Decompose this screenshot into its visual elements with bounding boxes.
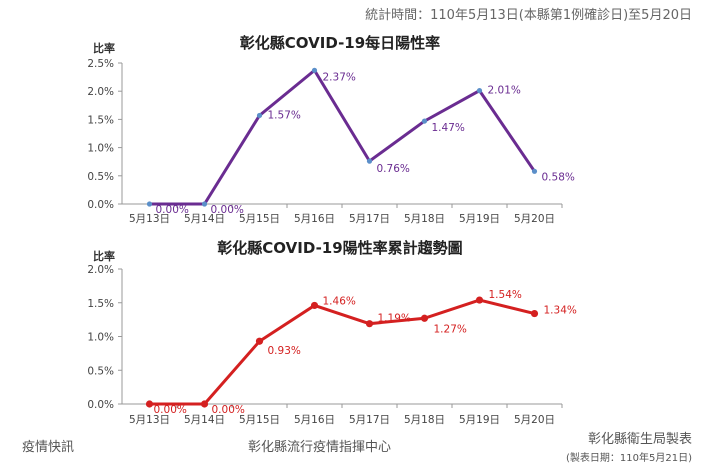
footer-producer-name: 彰化縣衛生局製表 — [587, 432, 692, 447]
y-tick-label: 0.0% — [87, 199, 114, 211]
data-point — [476, 88, 483, 94]
data-label: 0.58% — [542, 171, 575, 183]
data-label: 1.54% — [489, 289, 522, 301]
data-point — [420, 314, 429, 322]
x-tick-label: 5月17日 — [349, 414, 390, 426]
data-point — [311, 67, 318, 73]
stat-period-text: 統計時間：110年5月13日(本縣第1例確診日)至5月20日 — [365, 8, 692, 23]
data-label: 0.00% — [156, 204, 189, 216]
y-axis-label: 比率 — [93, 41, 115, 55]
x-tick-label: 5月15日 — [239, 213, 280, 225]
footer-command-center: 彰化縣流行疫情指揮中心 — [248, 440, 392, 455]
data-label: 1.57% — [268, 109, 301, 121]
x-tick-label: 5月18日 — [404, 213, 445, 225]
data-point — [531, 168, 538, 174]
data-label: 1.46% — [323, 295, 356, 307]
y-tick-label: 1.5% — [87, 114, 114, 126]
data-point — [256, 112, 263, 119]
x-tick-label: 5月20日 — [514, 414, 555, 426]
y-tick-label: 1.0% — [87, 332, 114, 344]
data-label: 2.01% — [488, 85, 521, 97]
x-tick-label: 5月17日 — [349, 213, 390, 225]
data-point — [201, 201, 208, 207]
data-point — [366, 158, 373, 164]
data-label: 0.00% — [154, 404, 187, 416]
footer-producer: 彰化縣衛生局製表 (製表日期：110年5月21日) — [566, 428, 692, 464]
chart-title: 彰化縣COVID-19陽性率累計趨勢圖 — [217, 239, 462, 257]
data-label: 1.27% — [434, 323, 467, 335]
y-tick-label: 1.5% — [87, 298, 114, 310]
y-tick-label: 0.0% — [87, 399, 114, 411]
data-point — [146, 201, 153, 207]
footer-production-date: (製表日期：110年5月21日) — [566, 453, 692, 464]
series-line — [149, 68, 536, 206]
data-point — [421, 118, 428, 124]
y-tick-label: 0.5% — [87, 365, 114, 377]
x-tick-label: 5月15日 — [239, 414, 280, 426]
data-point — [530, 309, 539, 318]
data-label: 0.93% — [268, 345, 301, 357]
x-tick-label: 5月16日 — [294, 213, 335, 225]
data-label: 0.76% — [377, 163, 410, 175]
y-tick-label: 2.5% — [87, 58, 114, 70]
data-point — [255, 337, 264, 345]
y-tick-label: 2.0% — [87, 264, 114, 276]
x-tick-label: 5月19日 — [459, 414, 500, 426]
x-tick-label: 5月20日 — [514, 213, 555, 225]
data-label: 0.00% — [211, 204, 244, 216]
data-label: 1.34% — [544, 305, 577, 317]
chart-title: 彰化縣COVID-19每日陽性率 — [240, 34, 440, 52]
data-point — [145, 400, 154, 408]
data-point — [200, 400, 209, 408]
footer-bulletin-label: 疫情快訊 — [22, 440, 75, 455]
y-tick-label: 0.5% — [87, 171, 114, 183]
x-tick-label: 5月13日 — [129, 213, 170, 225]
y-tick-label: 1.0% — [87, 143, 114, 155]
data-point — [310, 301, 319, 310]
x-tick-label: 5月19日 — [459, 213, 500, 225]
data-label: 2.37% — [323, 71, 356, 83]
data-label: 1.47% — [432, 122, 465, 134]
x-tick-label: 5月14日 — [184, 213, 225, 225]
x-tick-label: 5月18日 — [404, 414, 445, 426]
data-point — [475, 296, 484, 304]
data-label: 0.00% — [212, 404, 245, 416]
x-tick-label: 5月16日 — [294, 414, 335, 426]
series-line — [149, 298, 535, 406]
x-tick-label: 5月14日 — [184, 414, 225, 426]
y-axis-label: 比率 — [93, 249, 115, 263]
y-tick-label: 2.0% — [87, 86, 114, 98]
data-label: 1.19% — [378, 313, 411, 325]
x-tick-label: 5月13日 — [129, 414, 170, 426]
data-point — [365, 320, 374, 328]
